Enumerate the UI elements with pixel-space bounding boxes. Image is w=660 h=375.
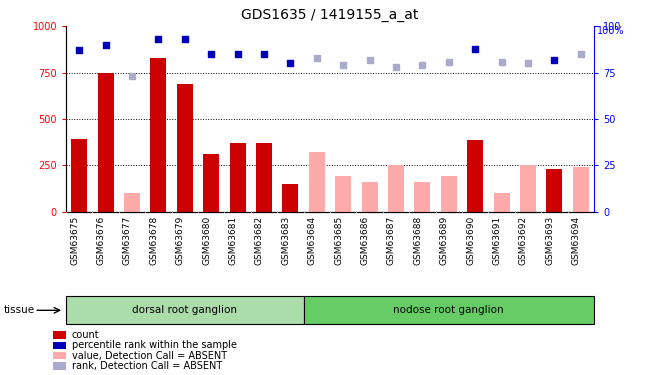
Point (549, 57, 560, 63)
Text: GSM63676: GSM63676 (96, 216, 106, 266)
Text: GSM63681: GSM63681 (228, 216, 238, 266)
Bar (520, 165, 536, 212)
Bar (124, 194, 140, 212)
Point (523, 60, 533, 66)
Text: GDS1635 / 1419155_a_at: GDS1635 / 1419155_a_at (242, 8, 418, 21)
Text: GSM63690: GSM63690 (466, 216, 475, 266)
Point (391, 64, 401, 70)
Bar (177, 84, 193, 212)
Point (206, 51, 216, 57)
Text: 100%: 100% (597, 26, 625, 36)
Bar (53, 332, 67, 339)
Bar (282, 184, 298, 212)
Point (576, 51, 586, 57)
Bar (53, 362, 67, 370)
Text: count: count (72, 330, 100, 340)
Point (470, 45, 480, 51)
Text: GSM63694: GSM63694 (572, 216, 581, 265)
Text: GSM63678: GSM63678 (149, 216, 158, 266)
Text: percentile rank within the sample: percentile rank within the sample (72, 340, 237, 351)
Text: GSM63684: GSM63684 (308, 216, 317, 265)
Text: GSM63693: GSM63693 (545, 216, 554, 266)
Bar (98, 73, 114, 212)
Bar (494, 194, 510, 212)
Text: GSM63688: GSM63688 (413, 216, 422, 266)
Point (100, 42, 111, 48)
Bar (414, 182, 430, 212)
Text: GSM63679: GSM63679 (176, 216, 185, 266)
Text: GSM63683: GSM63683 (281, 216, 290, 266)
Text: nodose root ganglion: nodose root ganglion (393, 305, 504, 315)
Point (180, 36, 190, 42)
Text: value, Detection Call = ABSENT: value, Detection Call = ABSENT (72, 351, 227, 361)
Text: dorsal root ganglion: dorsal root ganglion (132, 305, 238, 315)
Text: GSM63691: GSM63691 (492, 216, 502, 266)
Text: GSM63686: GSM63686 (360, 216, 370, 266)
Text: GSM63689: GSM63689 (440, 216, 449, 266)
Bar (388, 165, 404, 212)
Text: GSM63677: GSM63677 (123, 216, 132, 266)
Bar (546, 169, 562, 212)
Bar (230, 143, 246, 212)
Text: GSM63675: GSM63675 (70, 216, 79, 266)
Point (444, 58, 454, 64)
Text: GSM63685: GSM63685 (334, 216, 343, 266)
Bar (150, 58, 166, 212)
Text: GSM63687: GSM63687 (387, 216, 396, 266)
Point (127, 74, 137, 80)
Text: tissue: tissue (3, 305, 34, 315)
Bar (362, 182, 378, 212)
Point (259, 51, 269, 57)
Bar (53, 352, 67, 360)
Point (153, 36, 164, 42)
Point (285, 60, 296, 66)
Point (364, 57, 375, 63)
Point (232, 51, 243, 57)
Point (496, 58, 507, 64)
Bar (304, 296, 594, 324)
Point (312, 55, 322, 61)
Text: GSM63692: GSM63692 (519, 216, 528, 265)
Bar (467, 140, 483, 212)
Point (338, 62, 348, 68)
Bar (256, 143, 272, 212)
Point (417, 62, 428, 68)
Text: GSM63680: GSM63680 (202, 216, 211, 266)
Text: GSM63682: GSM63682 (255, 216, 264, 265)
Bar (309, 153, 325, 212)
Bar (573, 167, 589, 212)
Bar (71, 140, 87, 212)
Bar (53, 342, 67, 349)
Bar (441, 176, 457, 212)
Bar (335, 176, 351, 212)
Point (74, 47, 84, 53)
Bar (203, 154, 219, 212)
Bar (66, 296, 304, 324)
Text: rank, Detection Call = ABSENT: rank, Detection Call = ABSENT (72, 361, 222, 371)
